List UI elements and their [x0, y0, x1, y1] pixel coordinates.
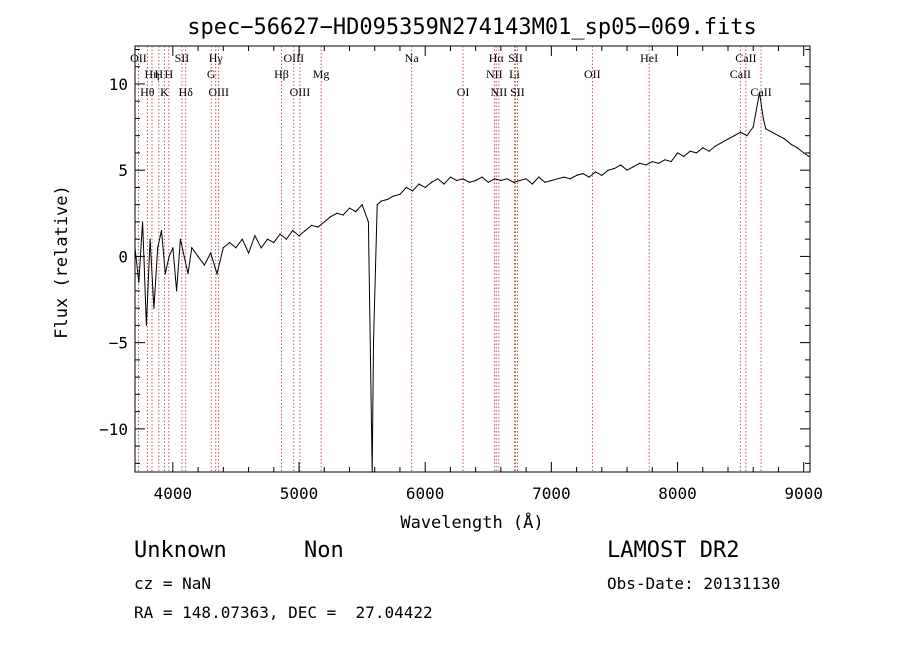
line-label: Li	[509, 67, 520, 81]
y-tick-label: 10	[109, 75, 128, 94]
line-label: Hθ	[140, 85, 155, 99]
line-label: H	[164, 67, 173, 81]
line-label: CaII	[735, 51, 756, 65]
y-tick-label: −5	[109, 334, 128, 353]
line-label: K	[160, 85, 169, 99]
coordinates-text: RA = 148.07363, DEC = 27.04422	[134, 603, 433, 622]
y-axis: −10 −5 0 5 10	[99, 48, 810, 464]
line-label: CaII	[750, 85, 771, 99]
chart-title: spec−56627−HD095359N274143M01_sp05−069.f…	[187, 15, 757, 40]
line-label: SII	[175, 51, 190, 65]
line-label: Hη	[145, 67, 160, 81]
spectral-line-markers	[134, 46, 810, 473]
line-label: H	[155, 67, 164, 81]
line-label: G	[207, 67, 216, 81]
x-tick-label: 4000	[154, 484, 193, 503]
line-label: OII	[584, 67, 601, 81]
line-label: Mg	[313, 67, 330, 81]
line-label: Hβ	[274, 67, 289, 81]
x-tick-label: 8000	[658, 484, 697, 503]
x-tick-label: 7000	[532, 484, 571, 503]
survey-name: LAMOST DR2	[607, 538, 740, 563]
line-label: HeI	[640, 51, 658, 65]
y-axis-label: Flux (relative)	[52, 185, 72, 339]
line-label: SII	[510, 85, 525, 99]
line-label: Hγ	[209, 51, 224, 65]
y-tick-label: 5	[118, 161, 128, 180]
line-label: Hα	[489, 51, 505, 65]
y-tick-label: 0	[118, 247, 128, 266]
x-tick-label: 6000	[406, 484, 445, 503]
line-label: OI	[457, 85, 470, 99]
line-label: NII	[486, 67, 503, 81]
x-axis: 4000 5000 6000 7000 8000 9000	[154, 46, 823, 503]
line-label: Hδ	[179, 85, 194, 99]
spectrum-series-line	[134, 92, 809, 473]
object-subclass: Non	[304, 538, 344, 563]
x-tick-label: 5000	[280, 484, 319, 503]
line-label: OIII	[208, 85, 229, 99]
x-axis-label: Wavelength (Å)	[400, 511, 543, 533]
line-label: NII	[491, 85, 508, 99]
plot-frame	[134, 45, 811, 473]
line-label: OIII	[290, 85, 311, 99]
line-label: CaII	[730, 67, 751, 81]
line-label: OIII	[284, 51, 305, 65]
object-class: Unknown	[134, 538, 227, 563]
redshift-text: cz = NaN	[134, 574, 212, 593]
line-label: Na	[405, 51, 420, 65]
y-tick-label: −10	[99, 420, 128, 439]
observation-date: Obs-Date: 20131130	[607, 574, 781, 593]
x-tick-label: 9000	[784, 484, 823, 503]
line-label: OII	[130, 51, 147, 65]
line-label: SII	[508, 51, 523, 65]
